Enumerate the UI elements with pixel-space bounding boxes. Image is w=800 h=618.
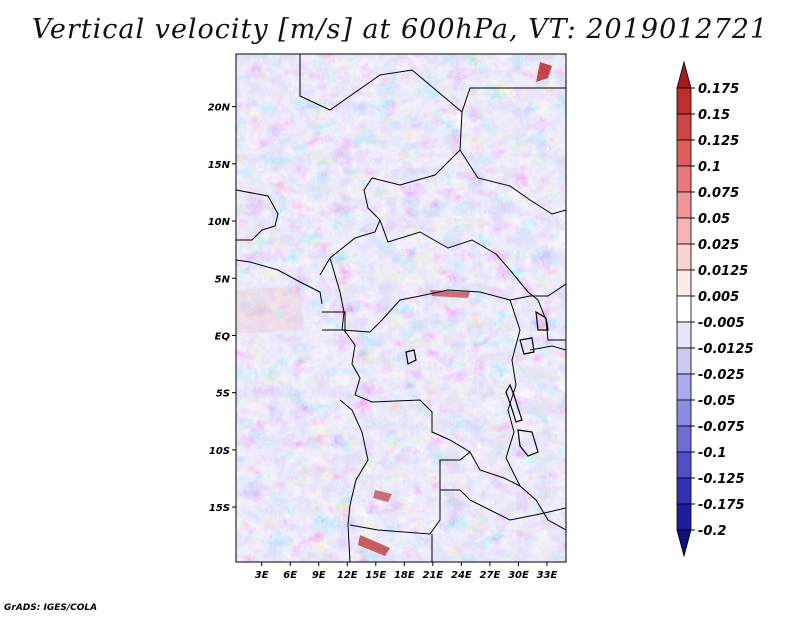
colorbar-segment [676,295,692,323]
colorbar-segment [676,321,692,349]
longitude-axis: 3E 6E 9E 12E 15E 18E 21E 24E 27E 30E 33E [255,562,558,581]
country-borders [236,54,566,562]
colorbar-label: 0.025 [698,238,739,253]
map-field [236,54,566,562]
lon-tick-label: 27E [480,570,501,581]
colorbar-segment [676,347,692,375]
colorbar-label: 0.005 [698,290,739,305]
colorbar-label: -0.005 [698,316,745,331]
colorbar-segment [676,477,692,505]
lat-tick-label: 15N [208,160,231,171]
colorbar-label: 0.05 [698,212,730,227]
lon-tick-label: 9E [312,570,326,581]
lat-tick-label: 10S [209,446,230,457]
colorbar-segment [676,425,692,453]
colorbar-segment [676,113,692,141]
colorbar-segment [676,60,692,89]
lon-tick-label: 18E [394,570,415,581]
colorbar-label: -0.075 [698,420,745,435]
colorbar-segment [676,139,692,167]
colorbar-segment [676,217,692,245]
lat-tick-label: 5S [216,389,230,400]
colorbar-segment [676,165,692,193]
colorbar-label: 0.175 [698,82,739,97]
colorbar: 0.175 0.15 0.125 0.1 0.075 0.05 0.025 0.0125 0.0… [676,60,754,558]
chart-title: Vertical velocity [m/s] at 600hPa, VT: 2… [31,14,769,45]
colorbar-segment [676,191,692,219]
lat-tick-label: EQ [215,331,231,342]
lon-tick-label: 24E [451,570,472,581]
colorbar-label: -0.2 [698,524,726,539]
lat-tick-label: 15S [209,503,230,514]
lat-tick-label: 20N [208,103,231,114]
latitude-axis: 20N 15N 10N 5N EQ 5S 10S 15S [208,103,236,514]
colorbar-label: -0.1 [698,446,726,461]
lon-tick-label: 33E [537,570,558,581]
colorbar-segment [676,529,692,558]
lakes [405,310,549,457]
colorbar-label: -0.025 [698,368,745,383]
lat-tick-label: 5N [215,274,231,285]
colorbar-label: -0.0125 [698,342,754,357]
colorbar-label: -0.125 [698,472,745,487]
colorbar-segment [676,373,692,401]
colorbar-label: 0.0125 [698,264,748,279]
plot-frame [235,53,567,563]
lon-tick-label: 21E [422,570,443,581]
colorbar-label: 0.15 [698,108,730,123]
lon-tick-label: 12E [337,570,358,581]
lon-tick-label: 6E [283,570,297,581]
colorbar-segment [676,87,692,115]
colorbar-label: 0.075 [698,186,739,201]
colorbar-segment [676,503,692,531]
colorbar-segment [676,269,692,297]
colorbar-label: -0.175 [698,498,745,513]
grads-credit: GrADS: IGES/COLA [4,603,98,613]
lon-tick-label: 3E [255,570,269,581]
colorbar-label: 0.1 [698,160,721,175]
colorbar-segment [676,243,692,271]
colorbar-label: -0.05 [698,394,735,409]
colorbar-segment [676,451,692,479]
lon-tick-label: 30E [508,570,529,581]
colorbar-label: 0.125 [698,134,739,149]
lon-tick-label: 15E [365,570,386,581]
colorbar-segment [676,399,692,427]
lat-tick-label: 10N [208,217,231,228]
